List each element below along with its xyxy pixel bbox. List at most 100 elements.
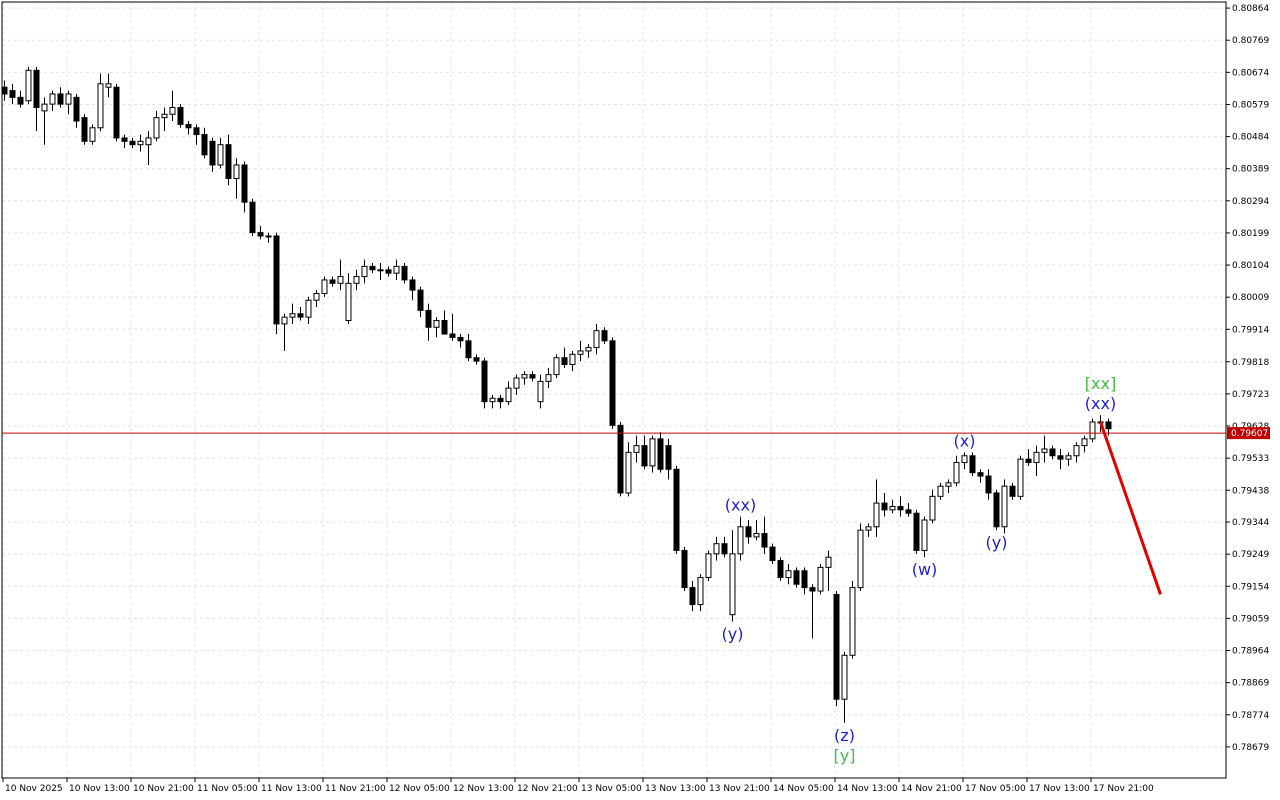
candle-body (65, 93, 72, 105)
y-tick-label: 0.78774 (1232, 711, 1269, 721)
candle-body (457, 336, 464, 342)
candle-body (865, 526, 872, 531)
y-tick-label: 0.79438 (1232, 486, 1269, 496)
candle-body (313, 292, 320, 301)
candle-body (537, 380, 544, 403)
candle-body (97, 83, 104, 129)
candle-body (889, 505, 896, 511)
y-tick-label: 0.78964 (1232, 647, 1269, 657)
wave-label: (w) (912, 560, 938, 579)
candle-body (673, 468, 680, 551)
candle-body (1, 86, 8, 95)
candle-body (809, 587, 816, 592)
candle-body (553, 357, 560, 376)
candle-body (81, 117, 88, 142)
candle-body (777, 560, 784, 578)
candle-body (785, 570, 792, 578)
candle-body (849, 587, 856, 656)
candle-body (617, 424, 624, 494)
candle-body (361, 265, 368, 278)
candle-body (401, 265, 408, 281)
y-tick-label: 0.80294 (1232, 197, 1269, 207)
candle-body (945, 482, 952, 487)
candle-body (529, 374, 536, 379)
candle-body (793, 570, 800, 585)
wave-label: (y) (722, 624, 744, 643)
candle-body (561, 357, 568, 365)
candle-body (721, 543, 728, 555)
candle-body (1105, 421, 1112, 430)
candle-body (217, 144, 224, 166)
candle-body (857, 529, 864, 589)
y-tick-label: 0.80009 (1232, 293, 1269, 303)
candle-body (913, 512, 920, 551)
candle-body (969, 455, 976, 474)
candle-body (1065, 455, 1072, 460)
candle-body (113, 86, 120, 139)
candle-body (1073, 445, 1080, 457)
candle-body (977, 472, 984, 477)
candle-body (145, 137, 152, 146)
candle-body (745, 526, 752, 538)
candle-body (233, 164, 240, 180)
candle-body (201, 134, 208, 156)
candle-body (705, 553, 712, 578)
candle-body (585, 347, 592, 352)
x-tick-label: 17 Nov 21:00 (1093, 784, 1154, 794)
candle-body (689, 587, 696, 606)
candle-body (1001, 485, 1008, 528)
y-tick-label: 0.78869 (1232, 679, 1269, 689)
candle-body (289, 313, 296, 318)
candle-body (273, 235, 280, 325)
candle-body (593, 330, 600, 349)
candle-body (505, 387, 512, 403)
candle-body (25, 69, 32, 102)
y-tick-label: 0.80674 (1232, 68, 1269, 78)
candle-body (625, 451, 632, 494)
candle-body (961, 455, 968, 464)
wave-label: (y) (986, 533, 1008, 552)
candle-body (953, 462, 960, 484)
candle-body (905, 509, 912, 514)
wave-label: (x) (954, 431, 976, 450)
y-tick-label: 0.80579 (1232, 100, 1269, 110)
y-tick-label: 0.79914 (1232, 325, 1269, 335)
candle-body (449, 333, 456, 338)
candle-body (817, 566, 824, 592)
candle-body (417, 289, 424, 311)
candle-body (177, 106, 184, 125)
candle-body (681, 549, 688, 589)
x-tick-label: 10 Nov 2025 (5, 784, 63, 794)
candle-body (825, 556, 832, 568)
candle-body (265, 235, 272, 238)
y-tick-label: 0.80769 (1232, 36, 1269, 46)
candle-body (665, 445, 672, 470)
candle-body (993, 492, 1000, 528)
candle-body (497, 397, 504, 403)
candle-body (713, 543, 720, 555)
x-tick-label: 12 Nov 05:00 (389, 784, 450, 794)
y-tick-label: 0.79818 (1232, 358, 1269, 368)
y-tick-label: 0.80864 (1232, 4, 1269, 14)
candle-body (41, 103, 48, 112)
candle-body (281, 316, 288, 325)
candle-body (321, 279, 328, 294)
candle-body (1081, 438, 1088, 447)
candle-body (185, 123, 192, 129)
candle-body (393, 265, 400, 274)
candle-body (425, 309, 432, 328)
x-tick-label: 11 Nov 21:00 (325, 784, 386, 794)
wave-label: [y] (834, 746, 856, 765)
candle-body (897, 505, 904, 511)
candle-body (137, 140, 144, 146)
candle-body (297, 313, 304, 318)
candle-body (1009, 485, 1016, 497)
candle-body (305, 299, 312, 318)
candle-body (729, 553, 736, 616)
candle-body (169, 106, 176, 115)
x-tick-label: 14 Nov 13:00 (837, 784, 898, 794)
candle-body (241, 164, 248, 203)
candle-body (1057, 455, 1064, 460)
